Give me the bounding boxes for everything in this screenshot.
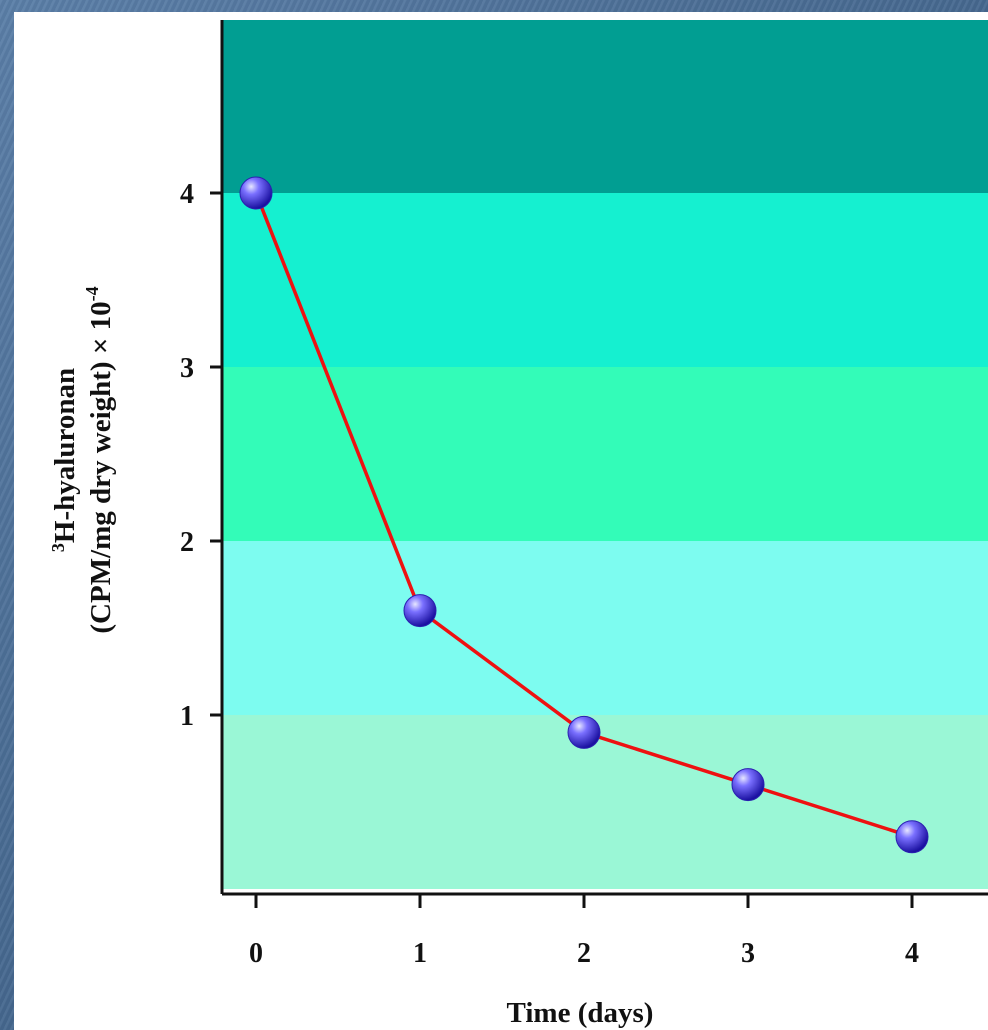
series <box>239 176 929 854</box>
x-axis-title: Time (days) <box>507 997 654 1029</box>
band-2 <box>222 367 988 541</box>
ticks: 1 2 3 4 0 1 2 3 4 <box>180 179 919 969</box>
x-tick-label-4: 4 <box>905 938 919 969</box>
svg-text:(CPM/mg dry weight) × 10-4: (CPM/mg dry weight) × 10-4 <box>82 286 117 633</box>
band-4 <box>222 20 988 193</box>
y-tick-label-0: 1 <box>180 701 194 732</box>
data-point-3 <box>731 768 765 802</box>
y-axis-title: 3H-hyaluronan (CPM/mg dry weight) × 10-4 <box>48 286 117 633</box>
band-3 <box>222 193 988 367</box>
background-bands <box>222 20 988 889</box>
axes <box>220 20 988 896</box>
x-tick-label-3: 3 <box>741 938 755 969</box>
data-point-1 <box>403 594 437 628</box>
data-point-4 <box>895 820 929 854</box>
svg-text:3H-hyaluronan: 3H-hyaluronan <box>48 368 81 552</box>
band-0 <box>222 715 988 889</box>
y-tick-label-2: 3 <box>180 353 194 384</box>
y-title-sup2: -4 <box>82 286 102 301</box>
y-title-sup1: 3 <box>48 543 68 552</box>
y-tick-label-3: 4 <box>180 179 194 210</box>
x-tick-label-2: 2 <box>577 938 591 969</box>
x-tick-label-1: 1 <box>413 938 427 969</box>
data-point-0 <box>239 176 273 210</box>
band-1 <box>222 541 988 715</box>
y-title-line2: (CPM/mg dry weight) × 10 <box>85 301 117 633</box>
data-point-2 <box>567 715 601 749</box>
y-tick-label-1: 2 <box>180 527 194 558</box>
y-title-line1: H-hyaluronan <box>49 368 81 543</box>
x-tick-label-0: 0 <box>249 938 263 969</box>
